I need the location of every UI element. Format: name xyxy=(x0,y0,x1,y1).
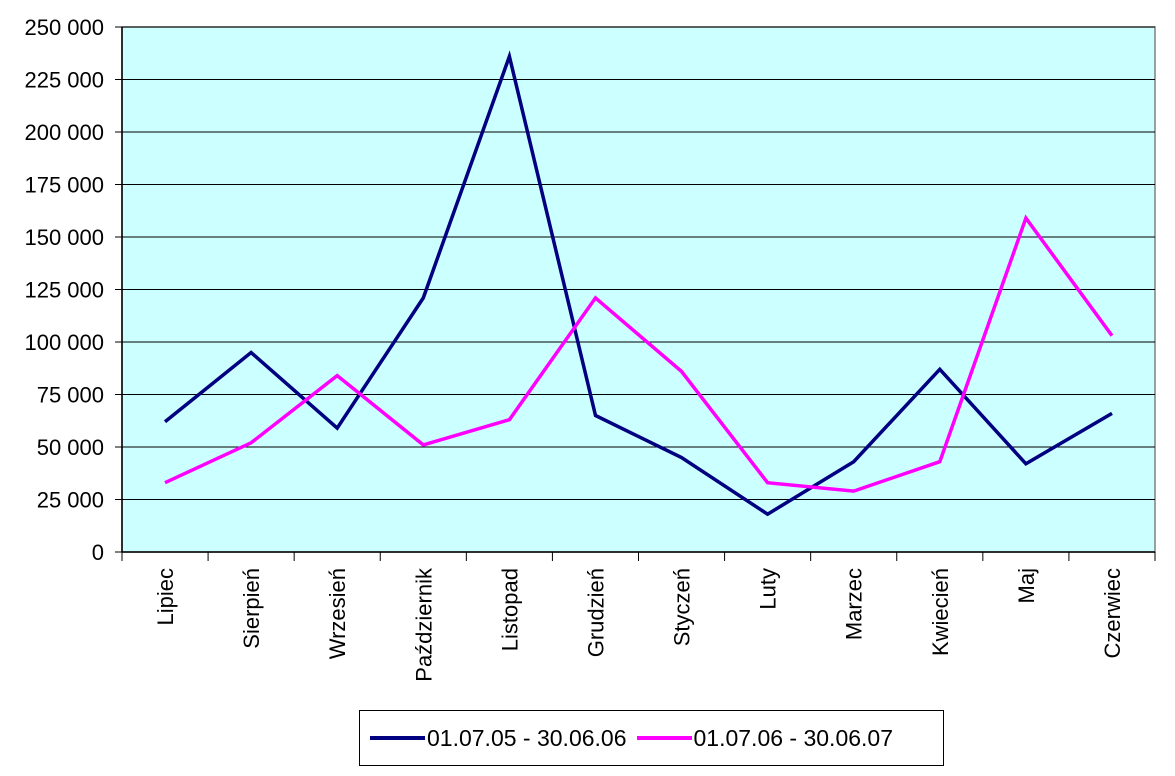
y-tick-label: 125 000 xyxy=(24,278,104,303)
series-line-1 xyxy=(163,50,1113,517)
legend-swatch-series-2 xyxy=(636,736,692,740)
y-tick-label: 150 000 xyxy=(24,225,104,250)
legend: 01.07.05 - 30.06.06 01.07.06 - 30.06.07 xyxy=(359,710,944,766)
y-tick-label: 25 000 xyxy=(37,488,104,513)
x-tick-label: Październik xyxy=(411,567,436,682)
x-tick-label: Wrzesień xyxy=(325,568,350,659)
legend-swatch-series-1 xyxy=(370,736,425,740)
y-tick-label: 175 000 xyxy=(24,173,104,198)
x-tick-label: Lipiec xyxy=(153,568,178,625)
y-tick-label: 200 000 xyxy=(24,120,104,145)
x-tick-label: Listopad xyxy=(497,568,522,651)
y-tick-label: 250 000 xyxy=(24,15,104,40)
x-tick-label: Luty xyxy=(756,568,781,610)
legend-item-series-2: 01.07.06 - 30.06.07 xyxy=(627,724,894,752)
x-tick-label: Sierpień xyxy=(239,568,264,649)
y-tick-label: 225 000 xyxy=(24,68,104,93)
x-tick-label: Maj xyxy=(1014,568,1039,603)
y-tick-label: 50 000 xyxy=(37,435,104,460)
x-tick-label: Kwiecień xyxy=(928,568,953,656)
y-tick-label: 100 000 xyxy=(24,330,104,355)
line-chart: 0 25 000 50 000 75 000 100 000 125 000 150 000… xyxy=(24,15,1156,682)
x-tick-label: Grudzień xyxy=(583,568,608,657)
legend-item-series-1: 01.07.05 - 30.06.06 xyxy=(360,725,627,752)
series-line-2 xyxy=(164,214,1114,493)
x-tick-label: Czerwiec xyxy=(1100,568,1125,658)
legend-label-series-2: 01.07.06 - 30.06.07 xyxy=(693,724,894,751)
y-tick-label: 0 xyxy=(92,540,104,565)
y-tick-label: 75 000 xyxy=(37,383,104,408)
x-tick-label: Styczeń xyxy=(670,568,695,646)
x-tick-label: Marzec xyxy=(842,568,867,640)
legend-label-series-1: 01.07.05 - 30.06.06 xyxy=(427,724,627,751)
